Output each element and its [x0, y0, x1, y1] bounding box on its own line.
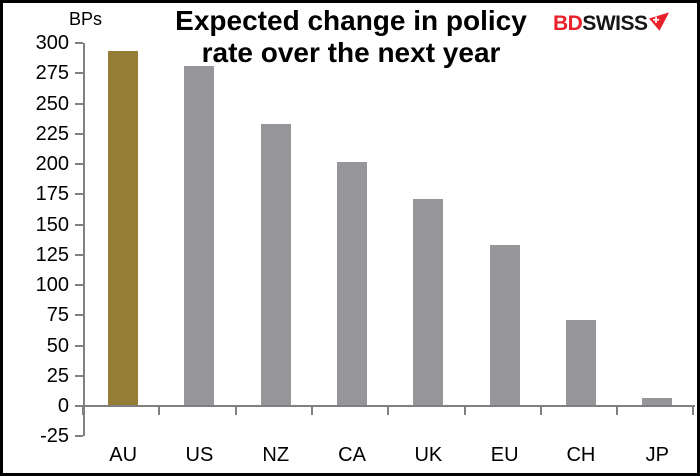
y-tick--25 — [75, 435, 83, 438]
x-tick-1 — [158, 406, 161, 415]
x-tick-4 — [387, 406, 390, 415]
x-category-label-jp: JP — [645, 444, 669, 466]
y-tick-0 — [75, 405, 83, 407]
y-tick-label-100: 100 — [35, 274, 69, 296]
x-category-label-au: AU — [109, 444, 138, 466]
y-tick-25 — [75, 374, 83, 377]
y-tick-label-25: 25 — [46, 364, 69, 387]
x-category-label-ca: CA — [338, 444, 366, 466]
x-tick-2 — [234, 406, 237, 415]
x-tick-8 — [692, 406, 695, 415]
y-tick-300 — [75, 42, 83, 44]
y-tick-label-200: 200 — [35, 153, 69, 175]
x-tick-7 — [616, 406, 619, 415]
y-tick-label-225: 225 — [35, 122, 69, 145]
y-axis-unit-label: BPs — [69, 9, 103, 29]
logo-text-swiss: SWISS — [582, 12, 648, 35]
x-tick-3 — [310, 406, 313, 415]
arrow-body — [648, 12, 669, 31]
y-tick-75 — [75, 314, 83, 317]
y-tick-label-125: 125 — [35, 243, 69, 266]
y-tick-275 — [75, 72, 83, 75]
logo-text-bd: BD — [553, 12, 583, 35]
y-tick-label-75: 75 — [46, 304, 69, 327]
bar-nz — [260, 124, 291, 406]
x-axis-line — [83, 405, 696, 407]
y-tick-label-150: 150 — [35, 213, 69, 236]
chart-title-line1: Expected change in policy — [175, 5, 527, 36]
x-category-label-nz: NZ — [262, 444, 290, 466]
chart-title: Expected change in policy rate over the … — [153, 5, 549, 69]
x-tick-5 — [463, 406, 466, 415]
chart-title-line2: rate over the next year — [201, 37, 501, 68]
y-tick-150 — [75, 223, 83, 226]
plot-area: 300 275 250 225 200 175 150 125 100 75 50 25 0 -25 AU U… — [3, 3, 697, 473]
y-tick-label-50: 50 — [46, 334, 69, 357]
bar-uk — [413, 199, 444, 406]
y-tick-225 — [75, 132, 83, 135]
y-tick-label--25: -25 — [40, 425, 69, 448]
y-tick-label-275: 275 — [35, 62, 69, 85]
bar-jp — [642, 398, 673, 406]
x-tick-6 — [539, 406, 542, 415]
y-tick-label-0: 0 — [57, 395, 69, 417]
bar-eu — [489, 245, 520, 406]
bar-ch — [565, 320, 596, 406]
y-tick-50 — [75, 344, 83, 347]
y-tick-250 — [75, 102, 83, 105]
y-tick-175 — [75, 193, 83, 196]
bar-au — [108, 51, 139, 406]
y-axis-line — [83, 43, 85, 437]
bar-ca — [337, 162, 368, 406]
x-category-label-eu: EU — [490, 444, 519, 466]
y-tick-label-300: 300 — [35, 32, 69, 54]
bdswiss-logo: BD SWISS — [553, 12, 670, 38]
y-tick-label-175: 175 — [35, 183, 69, 206]
x-category-label-us: US — [185, 444, 214, 466]
x-category-label-ch: CH — [566, 444, 596, 466]
y-tick-200 — [75, 163, 83, 165]
y-tick-label-250: 250 — [35, 92, 69, 115]
bar-us — [184, 66, 215, 406]
x-category-label-uk: UK — [414, 444, 443, 466]
y-tick-125 — [75, 253, 83, 256]
y-tick-100 — [75, 284, 83, 286]
swiss-arrow-icon — [648, 12, 670, 38]
